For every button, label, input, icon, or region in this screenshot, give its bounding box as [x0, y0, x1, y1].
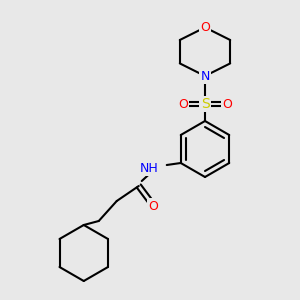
Text: O: O [148, 200, 158, 212]
Text: O: O [222, 98, 232, 110]
Text: N: N [200, 70, 210, 83]
Text: O: O [200, 21, 210, 34]
Text: O: O [178, 98, 188, 110]
Text: S: S [201, 97, 209, 111]
Text: NH: NH [140, 161, 159, 175]
